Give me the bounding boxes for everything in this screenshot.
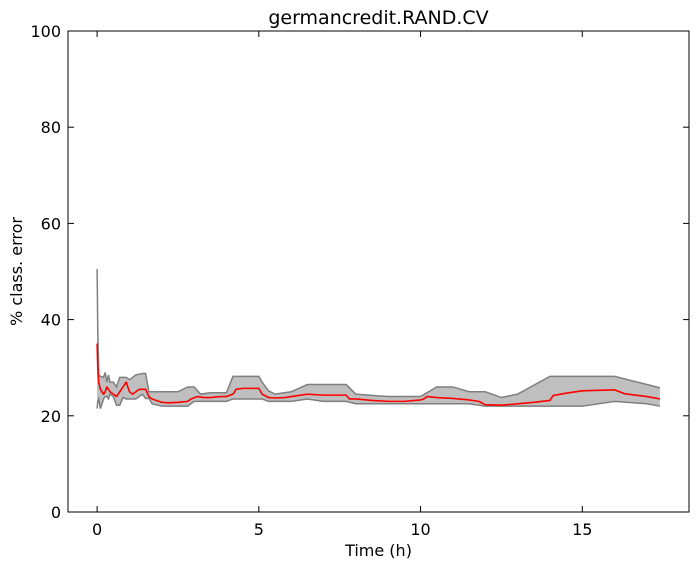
- y-tick-label: 40: [41, 311, 61, 330]
- x-tick-label: 15: [572, 520, 592, 539]
- x-tick-label: 0: [92, 520, 102, 539]
- tick-layer: 0 5 10 15 0 20 40 60 80 100: [30, 22, 689, 539]
- mean-error-line: [96, 343, 661, 407]
- y-tick-label: 20: [41, 407, 61, 426]
- x-tick-label: 5: [254, 520, 264, 539]
- error-band-lower-line: [96, 392, 661, 409]
- chart-title: germancredit.RAND.CV: [268, 7, 488, 29]
- plot-frame: [67, 30, 690, 513]
- mean-line-layer: [96, 343, 661, 407]
- error-band-area: [97, 269, 660, 409]
- y-tick-label: 0: [51, 503, 61, 522]
- y-tick-label: 60: [41, 214, 61, 233]
- error-band-upper-line: [96, 269, 661, 399]
- x-tick-label: 10: [410, 520, 430, 539]
- y-tick-label: 100: [30, 22, 61, 41]
- x-axis-label: Time (h): [344, 541, 412, 560]
- y-tick-label: 80: [41, 118, 61, 137]
- y-axis-label: % class. error: [7, 217, 26, 326]
- error-band-layer: [96, 269, 661, 409]
